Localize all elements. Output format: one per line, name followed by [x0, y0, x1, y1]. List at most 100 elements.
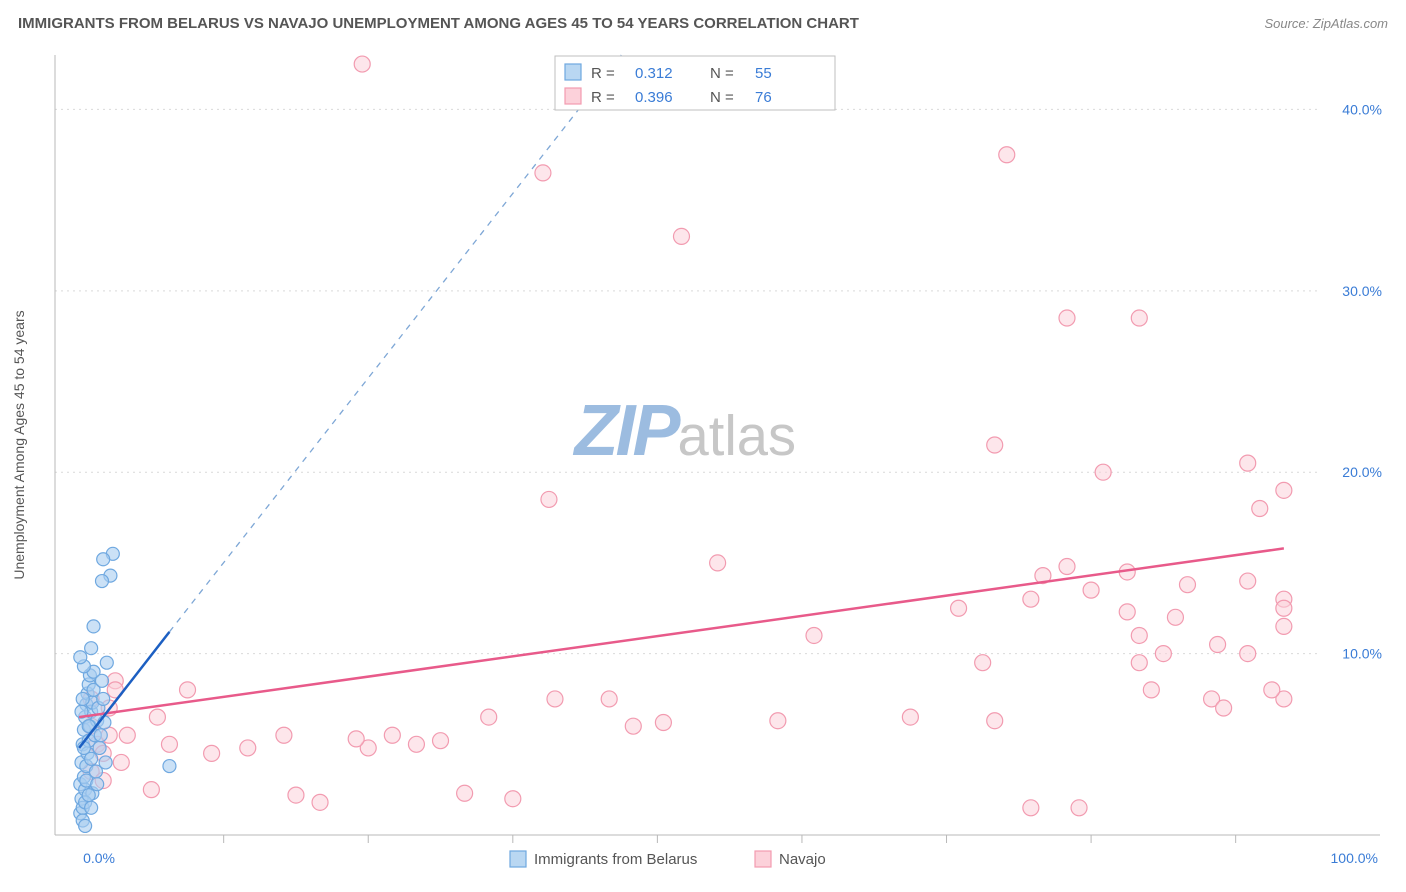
data-point-navajo	[408, 736, 424, 752]
data-point-navajo	[1023, 591, 1039, 607]
data-point-belarus	[97, 692, 110, 705]
x-tick-label: 100.0%	[1331, 850, 1378, 866]
data-point-navajo	[999, 147, 1015, 163]
data-point-navajo	[180, 682, 196, 698]
data-point-belarus	[94, 729, 107, 742]
data-point-belarus	[163, 760, 176, 773]
data-point-navajo	[601, 691, 617, 707]
legend-r-label: R =	[591, 89, 615, 106]
data-point-navajo	[625, 718, 641, 734]
data-point-navajo	[806, 627, 822, 643]
data-point-navajo	[1240, 455, 1256, 471]
chart-title: IMMIGRANTS FROM BELARUS VS NAVAJO UNEMPL…	[18, 15, 859, 32]
data-point-navajo	[149, 709, 165, 725]
data-point-belarus	[93, 741, 106, 754]
scatter-chart: IMMIGRANTS FROM BELARUS VS NAVAJO UNEMPL…	[0, 0, 1406, 892]
data-point-navajo	[951, 600, 967, 616]
data-point-navajo	[312, 794, 328, 810]
legend-r-value: 0.396	[635, 89, 673, 106]
bottom-legend-label-navajo: Navajo	[779, 851, 826, 868]
data-point-belarus	[85, 801, 98, 814]
data-point-navajo	[535, 165, 551, 181]
data-point-navajo	[710, 555, 726, 571]
data-point-navajo	[1131, 627, 1147, 643]
data-point-belarus	[87, 620, 100, 633]
data-point-navajo	[987, 437, 1003, 453]
data-point-navajo	[1071, 800, 1087, 816]
data-point-navajo	[1131, 655, 1147, 671]
legend-swatch-navajo	[565, 88, 581, 104]
data-point-navajo	[1276, 600, 1292, 616]
svg-text:atlas: atlas	[678, 404, 797, 467]
data-point-navajo	[902, 709, 918, 725]
data-point-navajo	[1095, 464, 1111, 480]
y-tick-label: 20.0%	[1342, 464, 1382, 480]
data-point-belarus	[91, 778, 104, 791]
data-point-navajo	[161, 736, 177, 752]
data-point-belarus	[82, 789, 95, 802]
data-point-navajo	[1167, 609, 1183, 625]
data-point-navajo	[1023, 800, 1039, 816]
data-point-navajo	[655, 715, 671, 731]
data-point-navajo	[1143, 682, 1159, 698]
legend-n-label: N =	[710, 89, 734, 106]
data-point-navajo	[1131, 310, 1147, 326]
data-point-navajo	[1119, 604, 1135, 620]
data-point-navajo	[204, 745, 220, 761]
data-point-navajo	[547, 691, 563, 707]
legend-n-value: 76	[755, 89, 772, 106]
data-point-navajo	[505, 791, 521, 807]
data-point-navajo	[1083, 582, 1099, 598]
data-point-navajo	[457, 785, 473, 801]
data-point-navajo	[1155, 646, 1171, 662]
data-point-navajo	[1216, 700, 1232, 716]
data-point-navajo	[276, 727, 292, 743]
data-point-belarus	[74, 651, 87, 664]
data-point-navajo	[433, 733, 449, 749]
data-point-navajo	[143, 782, 159, 798]
data-point-navajo	[384, 727, 400, 743]
bottom-legend-swatch-navajo	[755, 851, 771, 867]
data-point-navajo	[1240, 573, 1256, 589]
data-point-navajo	[1276, 618, 1292, 634]
data-point-navajo	[1059, 559, 1075, 575]
data-point-navajo	[541, 491, 557, 507]
data-point-navajo	[1240, 646, 1256, 662]
data-point-belarus	[95, 575, 108, 588]
x-tick-label: 0.0%	[83, 850, 115, 866]
data-point-navajo	[481, 709, 497, 725]
legend-n-value: 55	[755, 65, 772, 82]
data-point-belarus	[97, 553, 110, 566]
data-point-navajo	[113, 754, 129, 770]
data-point-navajo	[987, 713, 1003, 729]
bottom-legend-swatch-belarus	[510, 851, 526, 867]
data-point-navajo	[1264, 682, 1280, 698]
data-point-navajo	[770, 713, 786, 729]
y-axis-label: Unemployment Among Ages 45 to 54 years	[11, 310, 27, 579]
data-point-navajo	[119, 727, 135, 743]
data-point-navajo	[1252, 500, 1268, 516]
legend-n-label: N =	[710, 65, 734, 82]
data-point-navajo	[1276, 482, 1292, 498]
bottom-legend-label-belarus: Immigrants from Belarus	[534, 851, 697, 868]
y-tick-label: 10.0%	[1342, 646, 1382, 662]
legend-r-label: R =	[591, 65, 615, 82]
data-point-belarus	[76, 692, 89, 705]
data-point-navajo	[975, 655, 991, 671]
data-point-belarus	[95, 674, 108, 687]
data-point-navajo	[1179, 577, 1195, 593]
legend-swatch-belarus	[565, 64, 581, 80]
source-label: Source: ZipAtlas.com	[1264, 16, 1388, 31]
data-point-belarus	[99, 756, 112, 769]
svg-text:ZIP: ZIP	[572, 391, 681, 471]
data-point-navajo	[1210, 637, 1226, 653]
data-point-navajo	[354, 56, 370, 72]
data-point-navajo	[673, 228, 689, 244]
y-tick-label: 40.0%	[1342, 101, 1382, 117]
data-point-belarus	[79, 819, 92, 832]
data-point-navajo	[240, 740, 256, 756]
y-tick-label: 30.0%	[1342, 283, 1382, 299]
data-point-navajo	[348, 731, 364, 747]
legend-r-value: 0.312	[635, 65, 673, 82]
data-point-navajo	[288, 787, 304, 803]
